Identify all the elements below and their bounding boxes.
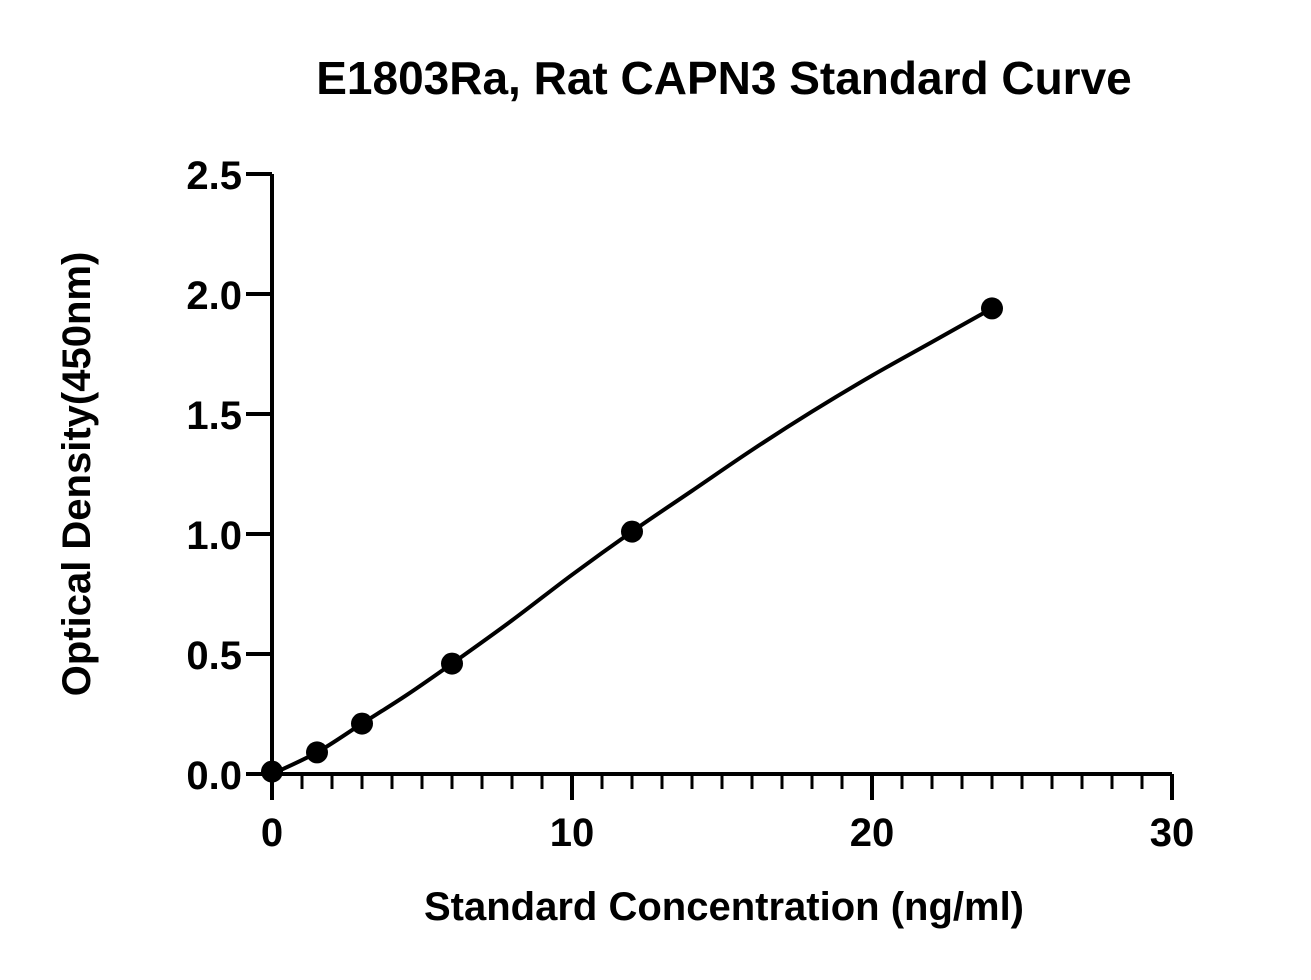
fit-curve-line bbox=[271, 306, 993, 776]
y-tick-label: 0.0 bbox=[186, 754, 242, 798]
y-tick-label: 1.5 bbox=[186, 394, 242, 438]
x-tick-label: 0 bbox=[261, 811, 283, 855]
data-point bbox=[441, 652, 463, 675]
data-points-layer bbox=[261, 297, 1003, 783]
fit-curve-layer bbox=[271, 306, 993, 776]
x-tick-label: 20 bbox=[850, 811, 895, 855]
y-tick-label: 0.5 bbox=[186, 634, 242, 678]
y-axis-label: Optical Density(450nm) bbox=[55, 252, 99, 697]
chart-title: E1803Ra, Rat CAPN3 Standard Curve bbox=[316, 52, 1132, 104]
data-point bbox=[306, 741, 328, 764]
axes: 0.0 0.5 1.0 1.5 2.0 2.5 0 10 20 30 bbox=[186, 154, 1194, 855]
x-tick-label: 10 bbox=[550, 811, 595, 855]
data-point bbox=[621, 520, 643, 543]
x-axis-label: Standard Concentration (ng/ml) bbox=[424, 885, 1024, 929]
data-point bbox=[351, 712, 373, 735]
y-tick-label: 2.5 bbox=[186, 154, 242, 198]
data-point bbox=[981, 297, 1003, 320]
x-tick-label: 30 bbox=[1150, 811, 1195, 855]
data-point bbox=[261, 760, 283, 783]
y-tick-label: 1.0 bbox=[186, 514, 242, 558]
y-tick-label: 2.0 bbox=[186, 274, 242, 318]
